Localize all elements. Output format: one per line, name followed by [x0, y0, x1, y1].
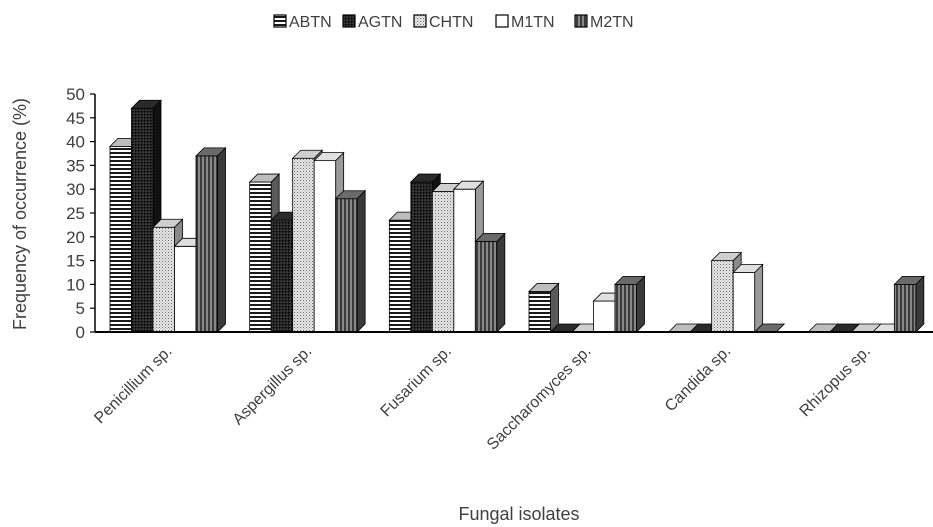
y-tick-label: 5 — [76, 299, 85, 318]
y-axis: 0 5 10 15 20 25 30 35 40 45 50 — [66, 85, 96, 342]
y-tick-label: 25 — [66, 204, 85, 223]
bar-m2tn-fusarium-sp — [474, 232, 506, 333]
y-tick-label: 15 — [66, 252, 85, 271]
legend-swatch — [342, 14, 356, 28]
legend-item-agtn: AGTN — [342, 14, 402, 31]
bars — [109, 99, 925, 333]
y-tick-label: 0 — [76, 323, 85, 342]
legend-item-abtn: ABTN — [273, 14, 332, 31]
bar-m1tn-candida-sp — [732, 263, 764, 333]
legend-label: ABTN — [289, 14, 332, 31]
x-tick-label-aspergillus-sp: Aspergillus sp. — [230, 343, 316, 429]
legend-label: AGTN — [358, 14, 402, 31]
legend-item-chtn: CHTN — [413, 14, 473, 31]
legend-label: M1TN — [511, 14, 555, 31]
bar-abtn-saccharomyces-sp — [528, 282, 560, 333]
x-tick-label-rhizopus-sp: Rhizopus sp. — [797, 343, 874, 420]
legend-label: M2TN — [590, 14, 634, 31]
legend-swatch — [273, 14, 287, 28]
x-tick-label-fusarium-sp: Fusarium sp. — [378, 343, 455, 420]
legend-swatch — [413, 14, 427, 28]
bar-m2tn-penicillium-sp — [195, 146, 227, 333]
legend-swatch — [574, 14, 588, 28]
x-tick-label-saccharomyces-sp: Saccharomyces sp. — [484, 343, 595, 454]
y-tick-label: 10 — [66, 275, 85, 294]
legend: ABTN AGTN CHTN M1TN M2TN — [273, 14, 634, 31]
legend-item-m2tn: M2TN — [574, 14, 634, 31]
y-tick-label: 50 — [66, 85, 85, 104]
legend-swatch — [495, 14, 509, 28]
x-axis-label: Fungal isolates — [458, 504, 579, 524]
y-tick-label: 45 — [66, 109, 85, 128]
x-tick-label-candida-sp: Candida sp. — [662, 343, 734, 415]
legend-item-m1tn: M1TN — [495, 14, 555, 31]
bar-m2tn-saccharomyces-sp — [614, 275, 646, 333]
bar-m2tn-rhizopus-sp — [893, 275, 925, 333]
x-axis: Penicillium sp. Aspergillus sp. Fusarium s… — [91, 331, 933, 454]
y-tick-label: 30 — [66, 180, 85, 199]
legend-label: CHTN — [429, 14, 473, 31]
bar-m2tn-aspergillus-sp — [334, 189, 367, 333]
x-tick-label-penicillium-sp: Penicillium sp. — [91, 343, 175, 427]
y-tick-label: 40 — [66, 133, 85, 152]
y-axis-label: Frequency of occurrence (%) — [10, 98, 30, 330]
y-tick-label: 20 — [66, 228, 85, 247]
y-tick-label: 35 — [66, 156, 85, 175]
